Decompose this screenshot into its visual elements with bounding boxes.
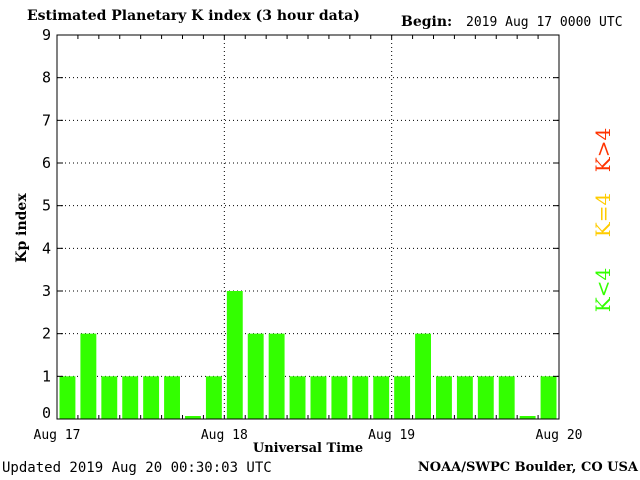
kp-bar	[415, 333, 431, 419]
updated-timestamp: Updated 2019 Aug 20 00:30:03 UTC	[2, 460, 272, 476]
kp-bar	[310, 376, 327, 419]
kp-bar	[205, 376, 222, 419]
y-tick-label: 9	[42, 26, 51, 44]
y-tick-label: 5	[42, 197, 51, 215]
kp-bar	[268, 333, 285, 419]
credit-label: NOAA/SWPC Boulder, CO USA	[417, 460, 638, 475]
kp-bar	[394, 376, 411, 419]
y-tick-label: 6	[42, 154, 51, 172]
y-tick-label: 7	[42, 111, 51, 129]
kp-bar	[59, 376, 76, 419]
kp-bar	[352, 376, 369, 419]
y-axis-label: Kp index	[14, 193, 30, 263]
x-tick-label: Aug 19	[368, 428, 415, 443]
kp-bar	[498, 376, 515, 419]
kp-bar	[373, 376, 390, 419]
kp-bar	[164, 376, 180, 419]
begin-label: Begin:	[401, 14, 453, 30]
kp-bar	[436, 376, 452, 419]
y-tick-label: 4	[42, 239, 51, 257]
kp-bar	[519, 416, 536, 419]
x-tick-label: Aug 17	[34, 428, 81, 443]
kp-bar	[331, 376, 348, 419]
kp-bar	[143, 376, 160, 419]
k-key-label: K=4	[591, 192, 616, 238]
y-tick-label: 1	[42, 367, 51, 385]
plot-frame	[56, 34, 560, 420]
kp-bar	[477, 376, 494, 419]
y-tick-label: 0	[42, 404, 51, 422]
k-key-label: K<4	[591, 267, 616, 313]
kp-bar	[101, 376, 118, 419]
y-tick-label: 3	[42, 282, 51, 300]
kp-bar	[185, 416, 201, 419]
y-tick-label: 2	[42, 325, 51, 343]
x-tick-label: Aug 18	[201, 428, 248, 443]
k-key-label: K>4	[591, 127, 616, 173]
kp-bar	[122, 376, 139, 419]
kp-bar	[80, 333, 97, 419]
x-tick-label: Aug 20	[536, 428, 583, 443]
kp-bar	[226, 291, 243, 419]
begin-value: 2019 Aug 17 0000 UTC	[466, 15, 623, 30]
kp-bar	[247, 333, 264, 419]
kp-bar	[540, 376, 557, 419]
y-tick-label: 8	[42, 69, 51, 87]
kp-bar	[456, 376, 473, 419]
x-axis-label: Universal Time	[253, 441, 363, 456]
kp-bar	[289, 376, 306, 419]
chart-title: Estimated Planetary K index (3 hour data…	[27, 8, 360, 24]
